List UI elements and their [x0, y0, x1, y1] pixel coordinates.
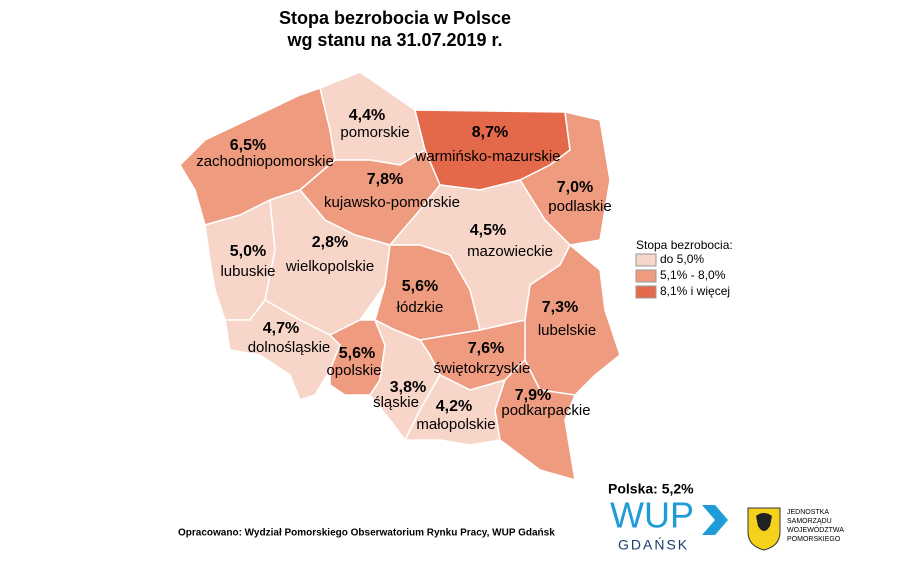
region-name: podlaskie — [548, 198, 611, 215]
wup-logo: WUP GDAŃSK — [610, 495, 728, 553]
region-name: podkarpackie — [501, 402, 590, 419]
region-name: świętokrzyskie — [434, 360, 531, 377]
region-value: 2,8% — [312, 234, 348, 251]
legend-title: Stopa bezrobocia: — [636, 238, 733, 252]
region-name: małopolskie — [416, 416, 495, 433]
emblem-text: POMORSKIEGO — [787, 536, 841, 543]
logo-name: WUP — [610, 495, 694, 536]
legend-label: 5,1% - 8,0% — [660, 268, 726, 282]
region — [264, 189, 391, 336]
region-value: 7,6% — [468, 340, 504, 357]
legend-swatch — [635, 269, 657, 283]
emblem-text: SAMORZĄDU — [787, 518, 832, 525]
region-name: kujawsko-pomorskie — [324, 194, 460, 211]
region-value: 4,4% — [349, 107, 385, 124]
region-name: pomorskie — [340, 124, 409, 141]
region-name: lubelskie — [538, 322, 596, 339]
source: Opracowano: Wydział Pomorskiego Obserwat… — [178, 528, 555, 539]
title: Stopa bezrobocia w Polsce — [279, 8, 511, 28]
region-value: 5,6% — [339, 345, 375, 362]
region-value: 4,7% — [263, 320, 299, 337]
region-value: 5,0% — [230, 243, 266, 260]
region-value: 5,6% — [402, 278, 438, 295]
region-name: lubuskie — [220, 263, 275, 280]
emblem-griffin — [756, 513, 772, 531]
region-name: łódzkie — [397, 299, 444, 316]
region-name: opolskie — [326, 362, 381, 379]
emblem-text: WOJEWÓDZTWA — [787, 525, 844, 534]
region-value: 7,0% — [557, 179, 593, 196]
legend-swatch — [635, 253, 657, 267]
legend-label: do 5,0% — [660, 252, 704, 266]
region-value: 8,7% — [472, 124, 508, 141]
region-name: zachodniopomorskie — [196, 153, 334, 170]
legend-label: 8,1% i więcej — [660, 284, 730, 298]
region-name: śląskie — [373, 394, 419, 411]
region — [403, 374, 507, 446]
region — [494, 358, 577, 482]
logo-city: GDAŃSK — [618, 537, 689, 553]
legend-swatch — [635, 285, 657, 299]
region-name: mazowieckie — [467, 243, 553, 260]
total: Polska: 5,2% — [608, 481, 694, 497]
region-value: 4,2% — [436, 398, 472, 415]
region-name: wielkopolskie — [285, 258, 374, 275]
logo-arrow — [702, 505, 728, 535]
region-value: 6,5% — [230, 137, 266, 154]
region-value: 7,3% — [542, 299, 578, 316]
region-value: 7,8% — [367, 171, 403, 188]
emblem — [747, 507, 781, 551]
region-value: 4,5% — [470, 222, 506, 239]
region-value: 7,9% — [515, 387, 551, 404]
region-value: 3,8% — [390, 379, 426, 396]
emblem-text: JEDNOSTKA — [787, 509, 829, 516]
title: wg stanu na 31.07.2019 r. — [286, 30, 502, 50]
region-name: warmińsko-mazurskie — [414, 148, 560, 165]
region-name: dolnośląskie — [248, 339, 331, 356]
